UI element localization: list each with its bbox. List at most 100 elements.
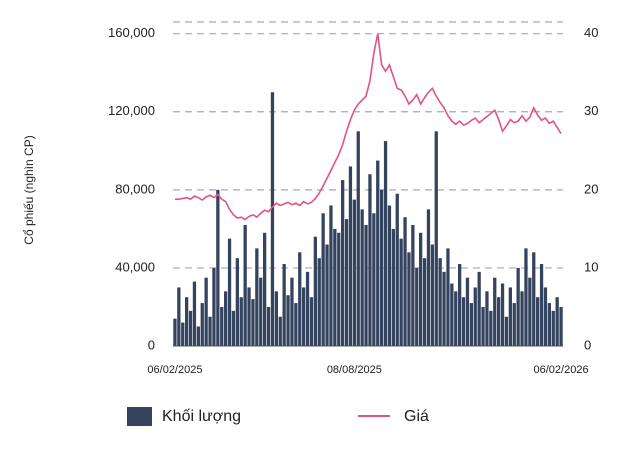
grid xyxy=(173,33,563,269)
price-line xyxy=(174,33,562,221)
bar xyxy=(539,264,544,346)
lines xyxy=(174,33,562,221)
bar xyxy=(313,236,317,346)
bar xyxy=(532,252,536,346)
y-tick-label: 120,000 xyxy=(108,103,155,118)
bar xyxy=(473,287,477,346)
bar xyxy=(419,232,423,346)
bar xyxy=(235,258,239,346)
bar xyxy=(512,303,516,346)
bar xyxy=(185,297,189,346)
bar xyxy=(274,291,278,346)
bar xyxy=(224,291,228,346)
legend-swatch xyxy=(127,407,152,426)
bars xyxy=(173,92,563,346)
bar xyxy=(434,131,438,346)
bar xyxy=(481,306,485,346)
bar xyxy=(426,209,431,346)
bar xyxy=(395,193,399,346)
bar xyxy=(177,287,181,346)
bar xyxy=(536,297,540,346)
y2-tick-label: 20 xyxy=(584,181,598,196)
bar xyxy=(337,232,341,346)
bar xyxy=(504,316,509,346)
bar xyxy=(302,287,306,346)
bar xyxy=(341,180,345,346)
bar xyxy=(286,295,290,346)
bar xyxy=(461,297,466,346)
bar xyxy=(344,219,349,346)
bar xyxy=(446,248,450,346)
bar xyxy=(528,277,532,346)
bar xyxy=(216,189,220,346)
legend-label: Giá xyxy=(404,408,429,425)
bar xyxy=(352,199,356,346)
y2-tick-label: 30 xyxy=(584,103,598,118)
bar xyxy=(485,291,489,346)
bar xyxy=(403,217,407,346)
bar xyxy=(196,326,200,346)
bar xyxy=(192,281,197,346)
y2-tick-label: 10 xyxy=(584,259,598,274)
bar xyxy=(270,92,275,346)
bar xyxy=(266,306,271,346)
bar xyxy=(348,166,353,346)
bar xyxy=(305,271,310,346)
bar xyxy=(360,209,364,346)
bar xyxy=(555,297,559,346)
bar xyxy=(231,310,236,346)
bar xyxy=(415,267,419,346)
bar xyxy=(411,224,415,346)
bar xyxy=(422,258,427,346)
bar xyxy=(204,277,208,346)
bar xyxy=(200,303,204,346)
bar xyxy=(559,306,563,346)
bar xyxy=(227,238,232,346)
bar xyxy=(325,244,329,346)
axes: 0 40,000 80,000 120,000 160,000 0 10 20 30 40 06/0… xyxy=(108,25,598,376)
bar xyxy=(181,322,185,346)
y-tick-label: 80,000 xyxy=(115,181,155,196)
bar xyxy=(173,318,177,346)
bar xyxy=(251,299,255,346)
bar xyxy=(508,287,512,346)
bar xyxy=(387,205,392,346)
bar xyxy=(255,248,259,346)
bar xyxy=(278,316,282,346)
bar xyxy=(399,238,403,346)
bar xyxy=(329,205,333,346)
legend-label: Khối lượng xyxy=(162,408,241,425)
bar xyxy=(516,267,520,346)
bar xyxy=(442,271,446,346)
bar xyxy=(372,213,376,346)
bar xyxy=(551,310,555,346)
bar xyxy=(524,248,528,346)
bar xyxy=(543,287,548,346)
y-tick-label: 0 xyxy=(148,337,155,352)
bar xyxy=(407,252,411,346)
bar xyxy=(520,291,524,346)
x-tick-label: 08/08/2025 xyxy=(327,364,382,376)
bar xyxy=(208,316,212,346)
bar xyxy=(380,189,384,346)
bar xyxy=(321,213,325,346)
bar xyxy=(383,141,388,346)
bar xyxy=(309,297,314,346)
y2-tick-label: 40 xyxy=(584,25,598,40)
bar xyxy=(298,252,302,346)
x-tick-label: 06/02/2025 xyxy=(147,364,202,376)
bar xyxy=(294,303,298,346)
bar xyxy=(333,228,337,346)
bar xyxy=(188,310,193,346)
bar xyxy=(220,306,224,346)
bar xyxy=(368,174,372,346)
bar xyxy=(458,264,462,346)
bar xyxy=(465,277,470,346)
bar xyxy=(290,277,294,346)
bar xyxy=(239,297,243,346)
bar xyxy=(438,258,442,346)
y-axis-label: Cổ phiếu (nghìn CP) xyxy=(22,135,36,244)
bar xyxy=(450,283,454,346)
y-tick-label: 160,000 xyxy=(108,25,155,40)
bar xyxy=(356,131,360,346)
